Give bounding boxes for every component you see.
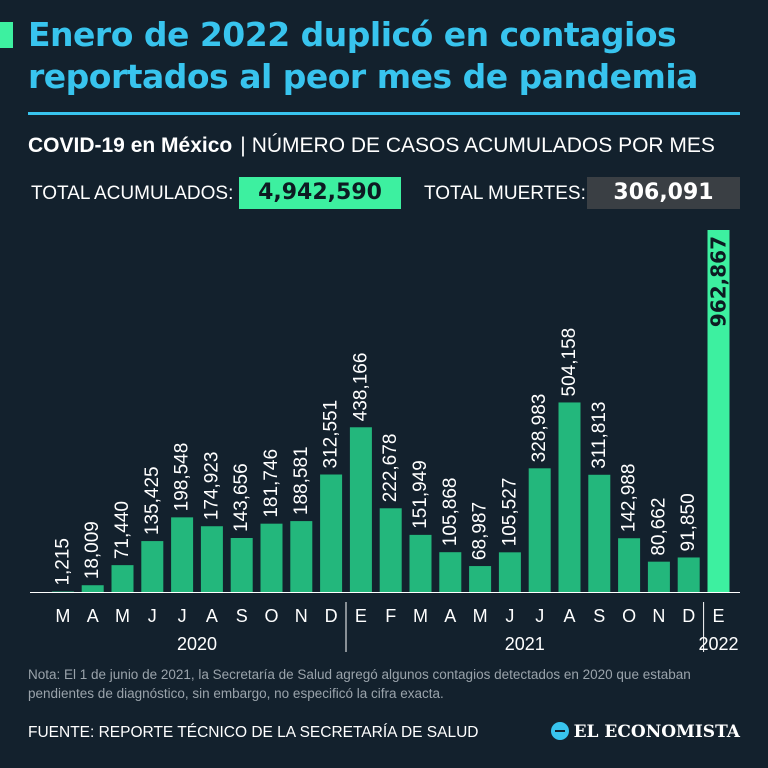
bar [379, 508, 402, 592]
highlight-bar-value-label: 962,867 [707, 236, 731, 327]
bar [647, 561, 670, 592]
total-cases-value: 4,942,590 [239, 177, 401, 209]
bar-value-label: 198,548 [172, 443, 193, 512]
brand-logo: EL ECONOMISTA [550, 722, 740, 742]
bar [439, 552, 462, 592]
month-tick-label: N [652, 606, 665, 626]
month-tick-label: M [473, 606, 488, 626]
bar-value-label: 504,158 [559, 328, 580, 397]
month-tick-label: A [87, 606, 99, 626]
bar-value-label: 181,746 [261, 449, 282, 518]
bar [171, 517, 194, 592]
month-tick-label: A [206, 606, 218, 626]
year-label: 2020 [177, 634, 217, 654]
bar [558, 402, 581, 592]
totals-row: TOTAL ACUMULADOS: 4,942,590 TOTAL MUERTE… [0, 177, 768, 211]
month-tick-label: J [505, 606, 514, 626]
month-tick-label: A [563, 606, 575, 626]
month-tick-label: M [55, 606, 70, 626]
month-tick-label: S [593, 606, 605, 626]
brand-e-icon [550, 722, 569, 740]
month-tick-label: M [115, 606, 130, 626]
month-tick-label: J [148, 606, 157, 626]
bar [260, 523, 283, 592]
bar-value-label: 135,425 [142, 466, 163, 535]
bar-value-label: 71,440 [112, 501, 133, 559]
month-tick-label: J [535, 606, 544, 626]
total-cases-label: TOTAL ACUMULADOS: [31, 183, 234, 204]
month-tick-label: O [264, 606, 278, 626]
bar-value-label: 80,662 [648, 498, 669, 556]
bar [290, 521, 313, 592]
bar [588, 474, 611, 592]
bar-value-label: 91,850 [678, 493, 699, 551]
footnote: Nota: El 1 de junio de 2021, la Secretar… [28, 667, 691, 701]
bar-value-label: 222,678 [380, 434, 401, 503]
bar-value-label: 328,983 [529, 394, 550, 463]
month-tick-label: F [385, 606, 396, 626]
bar-value-label: 68,987 [470, 502, 491, 560]
bar [81, 585, 104, 592]
month-tick-label: A [444, 606, 456, 626]
bar [141, 541, 164, 592]
total-deaths-label: TOTAL MUERTES: [424, 183, 586, 204]
bar-value-label: 188,581 [291, 446, 312, 515]
month-tick-label: E [355, 606, 367, 626]
bar-value-label: 142,988 [619, 464, 640, 533]
bar-value-label: 311,813 [589, 401, 610, 468]
month-tick-label: N [295, 606, 308, 626]
bar [618, 538, 641, 592]
chart-subtitle: COVID-19 en México | NÚMERO DE CASOS ACUMU… [28, 134, 715, 158]
bar-value-label: 151,949 [410, 460, 431, 529]
source-credit: FUENTE: REPORTE TÉCNICO DE LA SECRETARÍA… [28, 724, 479, 741]
bar-value-label: 312,551 [321, 400, 342, 469]
subtitle-topic: COVID-19 en México [28, 134, 233, 157]
bar-value-label: 18,009 [82, 521, 103, 579]
month-tick-label: S [236, 606, 248, 626]
bar [528, 468, 551, 592]
month-tick-label: D [325, 606, 338, 626]
subtitle-separator: | [240, 134, 246, 157]
title-divider [28, 112, 740, 115]
month-tick-label: E [712, 606, 724, 626]
month-tick-label: O [622, 606, 636, 626]
bar-value-label: 105,868 [440, 478, 461, 547]
bar [349, 427, 372, 592]
year-label: 2022 [698, 634, 738, 654]
month-tick-label: J [178, 606, 187, 626]
bar [230, 537, 253, 592]
bar [320, 474, 343, 592]
bar-value-label: 105,527 [499, 478, 520, 547]
month-tick-label: D [682, 606, 695, 626]
bar [498, 552, 521, 592]
bar [111, 565, 134, 592]
bar-value-label: 143,656 [231, 463, 252, 532]
total-deaths-value: 306,091 [587, 177, 740, 209]
bar [409, 534, 432, 592]
bar-value-label: 1,215 [52, 538, 73, 586]
chart-headline: Enero de 2022 duplicó en contagios repor… [28, 15, 698, 96]
bar [200, 526, 223, 592]
brand-name: EL ECONOMISTA [573, 722, 740, 742]
bar [677, 557, 700, 592]
highlight-bar [707, 230, 730, 592]
bar [469, 566, 492, 592]
month-tick-label: M [413, 606, 428, 626]
title-accent-bar [0, 22, 13, 48]
bar-value-label: 438,166 [350, 353, 371, 422]
subtitle-description: NÚMERO DE CASOS ACUMULADOS POR MES [251, 134, 715, 157]
bar-value-label: 174,923 [201, 452, 222, 521]
year-label: 2021 [505, 634, 545, 654]
